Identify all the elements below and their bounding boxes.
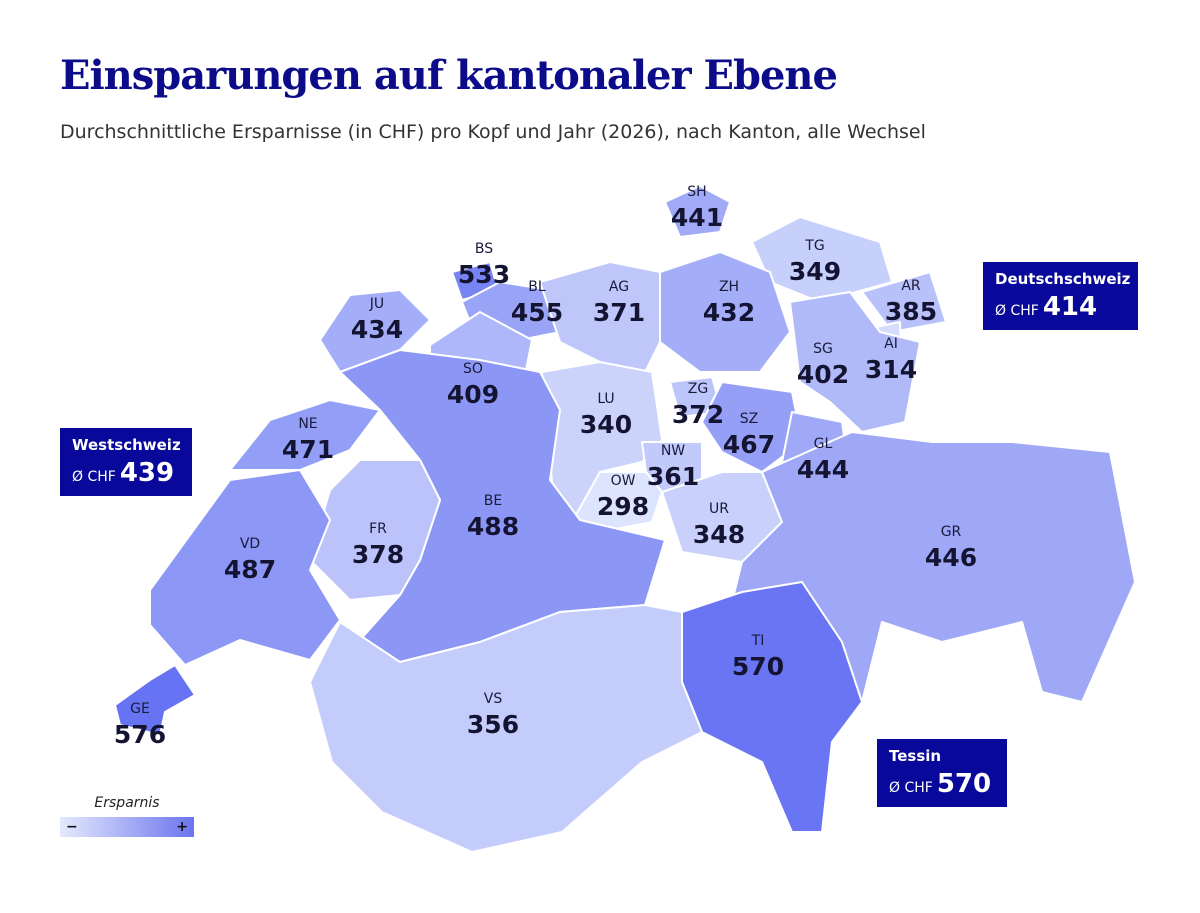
canton-code-label: BL bbox=[528, 279, 546, 295]
canton-code-label: TG bbox=[804, 238, 824, 254]
region-box-deutschschweiz: Deutschschweiz Ø CHF 414 bbox=[983, 262, 1138, 330]
canton-vs bbox=[309, 604, 703, 853]
legend-min: − bbox=[66, 819, 78, 835]
canton-code-label: LU bbox=[597, 391, 614, 407]
canton-value-label: 455 bbox=[511, 298, 563, 327]
canton-code-label: ZH bbox=[719, 279, 739, 295]
canton-code-label: TI bbox=[751, 633, 765, 649]
region-prefix: Ø CHF bbox=[889, 780, 933, 796]
canton-code-label: GR bbox=[941, 524, 962, 540]
canton-fr bbox=[309, 459, 441, 601]
canton-ag bbox=[539, 261, 661, 383]
canton-zh bbox=[659, 251, 791, 373]
canton-ar bbox=[861, 271, 947, 333]
canton-code-label: SZ bbox=[740, 411, 758, 427]
canton-value-label: 314 bbox=[865, 355, 917, 384]
canton-value-label: 356 bbox=[467, 710, 519, 739]
color-legend: Ersparnis − + bbox=[60, 795, 194, 837]
canton-value-label: 467 bbox=[723, 430, 775, 459]
canton-code-label: AR bbox=[901, 278, 921, 294]
canton-code-label: NE bbox=[298, 416, 317, 432]
canton-code-label: VD bbox=[240, 536, 260, 552]
canton-value-label: 409 bbox=[447, 380, 499, 409]
canton-value-label: 434 bbox=[351, 315, 403, 344]
legend-gradient: − + bbox=[60, 817, 194, 837]
canton-value-label: 446 bbox=[925, 543, 977, 572]
canton-value-label: 340 bbox=[580, 410, 632, 439]
canton-value-label: 487 bbox=[224, 555, 276, 584]
canton-value-label: 471 bbox=[282, 435, 334, 464]
canton-code-label: GL bbox=[814, 436, 833, 452]
region-name: Deutschschweiz bbox=[995, 270, 1131, 288]
canton-code-label: AG bbox=[609, 279, 629, 295]
legend-max: + bbox=[176, 819, 188, 835]
page-title: Einsparungen auf kantonaler Ebene bbox=[60, 52, 838, 99]
region-name: Tessin bbox=[889, 747, 942, 765]
canton-vd bbox=[149, 469, 341, 666]
canton-code-label: ZG bbox=[688, 381, 708, 397]
legend-title: Ersparnis bbox=[94, 795, 160, 811]
canton-sg bbox=[789, 291, 921, 433]
region-prefix: Ø CHF bbox=[995, 303, 1039, 319]
canton-code-label: FR bbox=[369, 521, 387, 537]
subtitle: Durchschnittliche Ersparnisse (in CHF) p… bbox=[60, 121, 926, 143]
canton-value-label: 349 bbox=[789, 257, 841, 286]
canton-value-label: 402 bbox=[797, 360, 849, 389]
canton-code-label: SH bbox=[687, 184, 706, 200]
canton-value-label: 348 bbox=[693, 520, 745, 549]
canton-value-label: 372 bbox=[672, 400, 724, 429]
canton-value-label: 371 bbox=[593, 298, 645, 327]
canton-code-label: NW bbox=[661, 443, 685, 459]
canton-code-label: SO bbox=[463, 361, 483, 377]
canton-code-label: OW bbox=[611, 473, 636, 489]
canton-value-label: 533 bbox=[458, 260, 510, 289]
canton-code-label: BS bbox=[475, 241, 493, 257]
region-box-tessin: Tessin Ø CHF 570 bbox=[877, 739, 1007, 807]
canton-value-label: 488 bbox=[467, 512, 519, 541]
canton-value-label: 576 bbox=[114, 720, 166, 749]
region-value: 439 bbox=[119, 458, 175, 488]
region-value: 414 bbox=[1042, 292, 1098, 322]
canton-value-label: 570 bbox=[732, 652, 784, 681]
canton-code-label: BE bbox=[484, 493, 502, 509]
canton-code-label: JU bbox=[369, 296, 384, 312]
canton-code-label: AI bbox=[884, 336, 898, 352]
canton-sh bbox=[664, 185, 731, 238]
canton-value-label: 441 bbox=[671, 203, 723, 232]
region-box-westschweiz: Westschweiz Ø CHF 439 bbox=[60, 428, 192, 496]
region-value: 570 bbox=[936, 769, 992, 799]
canton-code-label: UR bbox=[709, 501, 729, 517]
region-prefix: Ø CHF bbox=[72, 469, 116, 485]
canton-code-label: SG bbox=[813, 341, 833, 357]
canton-ge bbox=[114, 664, 196, 736]
canton-value-label: 298 bbox=[597, 492, 649, 521]
region-name: Westschweiz bbox=[72, 436, 181, 454]
canton-value-label: 432 bbox=[703, 298, 755, 327]
canton-value-label: 385 bbox=[885, 297, 937, 326]
canton-value-label: 361 bbox=[647, 462, 699, 491]
canton-code-label: VS bbox=[484, 691, 503, 707]
canton-value-label: 378 bbox=[352, 540, 404, 569]
canton-code-label: GE bbox=[130, 701, 150, 717]
canton-value-label: 444 bbox=[797, 455, 849, 484]
